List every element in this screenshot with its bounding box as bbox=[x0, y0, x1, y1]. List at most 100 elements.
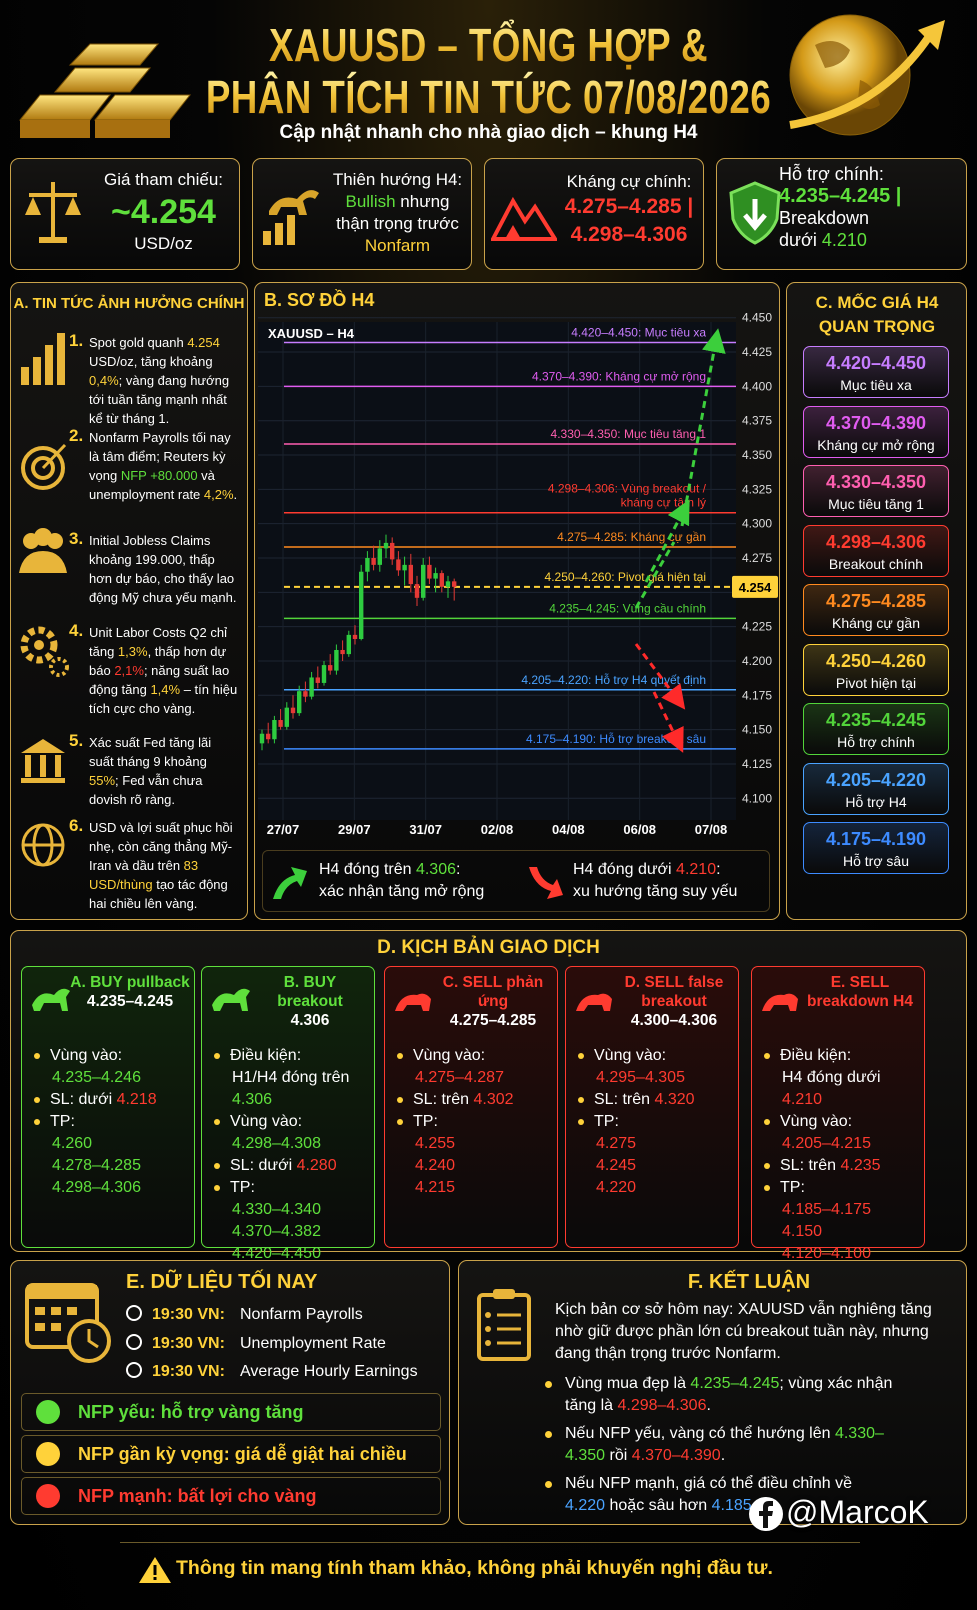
text-segment: C. SELL phản ứng bbox=[442, 974, 544, 1010]
candle-body bbox=[427, 564, 432, 579]
text-segment: 4.370–4.382 bbox=[232, 1223, 321, 1240]
text-segment: rồi bbox=[605, 1447, 632, 1464]
schedule-event: Nonfarm Payrolls bbox=[240, 1306, 363, 1323]
scenario-item: TP: 4.255 4.240 4.215 bbox=[397, 1111, 553, 1199]
candle-body bbox=[359, 571, 364, 640]
news-text: Xác suất Fed tăng lãi suất tháng 9 khoản… bbox=[89, 733, 239, 809]
text-segment: 4.220 bbox=[596, 1179, 637, 1196]
text-segment: 4.240 bbox=[415, 1157, 456, 1174]
text-segment: 4.150 bbox=[782, 1223, 823, 1240]
text-segment: 1,3% bbox=[117, 644, 148, 659]
scenario-item: Vùng vào: 4.295–4.305 bbox=[578, 1045, 734, 1089]
text-segment: 4,2% bbox=[203, 487, 234, 502]
text-segment: thận trọng trước bbox=[336, 214, 459, 233]
scenario-item: SL: trên 4.320 bbox=[578, 1089, 734, 1111]
text-segment: Thiên hướng H4: bbox=[332, 170, 463, 189]
level-label: Hỗ trợ H4 bbox=[845, 793, 907, 810]
text-segment: 4.260 bbox=[52, 1135, 93, 1152]
text-segment: Vùng vào: bbox=[50, 1047, 123, 1064]
item-sub: 4.245 bbox=[594, 1155, 734, 1177]
candle-body bbox=[414, 584, 420, 598]
item-sub: 4.215 bbox=[413, 1177, 553, 1199]
text-segment: 4.306 bbox=[232, 1091, 273, 1108]
conclusion-bullet: Vùng mua đẹp là 4.235–4.245; vùng xác nh… bbox=[543, 1373, 893, 1417]
text-segment: 4.298–4.306 bbox=[617, 1397, 707, 1414]
level-label: 4.250–4.260: Pivot giá hiện tại bbox=[545, 570, 706, 584]
text-segment: 4.306 bbox=[290, 1012, 330, 1029]
section-title: C. MỐC GIÁ H4 QUAN TRỌNG bbox=[815, 293, 939, 336]
text-segment: ; năng suất lao động tăng bbox=[89, 663, 230, 697]
level-box: 4.330–4.350 Mục tiêu tăng 1 bbox=[803, 465, 949, 517]
text-segment: TP: bbox=[230, 1179, 255, 1196]
text-line: 4.275–4.285 bbox=[433, 1011, 553, 1030]
chart: 4.420–4.450: Mục tiêu xa 4.370–4.390: Khá… bbox=[258, 289, 778, 837]
disclaimer: Thông tin mang tính tham khảo, không phả… bbox=[176, 1557, 773, 1579]
y-tick-label: 4.300 bbox=[742, 517, 772, 531]
candle-body bbox=[365, 558, 370, 572]
text-segment: : bbox=[716, 861, 721, 878]
y-tick-label: 4.450 bbox=[742, 311, 772, 325]
level-range: 4.298–4.306 bbox=[825, 531, 927, 552]
projection-arrow bbox=[634, 340, 716, 609]
text-segment: A. BUY pullback bbox=[70, 974, 190, 991]
outcome-text: NFP mạnh: bất lợi cho vàng bbox=[78, 1486, 317, 1506]
text-segment: 4.210 bbox=[782, 1091, 823, 1108]
text-segment: SL: trên bbox=[413, 1091, 474, 1108]
text-line: E. SELL bbox=[800, 973, 920, 992]
candle-body bbox=[352, 634, 358, 640]
section-title: A. TIN TỨC ẢNH HƯỞNG CHÍNH bbox=[13, 295, 245, 312]
summary-card: Kháng cự chính: 4.275–4.285 | 4.298–4.306 bbox=[484, 158, 704, 270]
clock-icon bbox=[126, 1362, 142, 1378]
item-sub: 4.420–4.450 bbox=[230, 1243, 370, 1265]
text-line: A. BUY pullback bbox=[70, 973, 190, 992]
candle-body bbox=[340, 649, 345, 655]
candle-body bbox=[315, 677, 320, 683]
item-head: TP: bbox=[50, 1111, 190, 1133]
scenario-title: B. BUY breakout 4.306 bbox=[250, 973, 370, 1030]
level-label: Mục tiêu tăng 1 bbox=[828, 496, 924, 512]
text-segment: TP: bbox=[780, 1179, 805, 1196]
text-segment: 83 USD/thùng bbox=[89, 858, 199, 892]
candle-body bbox=[439, 573, 444, 587]
level-label: 4.420–4.450: Mục tiêu xa bbox=[571, 325, 706, 339]
scenario-item: TP: 4.330–4.340 4.370–4.382 4.420–4.450 bbox=[214, 1177, 370, 1265]
text-segment: SL: dưới bbox=[50, 1091, 117, 1108]
level-range: 4.370–4.390 bbox=[825, 412, 927, 433]
scenario-item: Vùng vào: 4.275–4.287 bbox=[397, 1045, 553, 1089]
level-box: 4.420–4.450 Mục tiêu xa bbox=[803, 346, 949, 398]
text-segment: TP: bbox=[413, 1113, 438, 1130]
text-segment: 4.330–4.340 bbox=[232, 1201, 321, 1218]
level-box: 4.298–4.306 Breakout chính bbox=[803, 524, 949, 577]
text-line: H4 đóng dưới 4.210: bbox=[573, 859, 737, 881]
text-segment: USD/oz, tăng khoảng bbox=[89, 354, 213, 369]
news-panel: A. TIN TỨC ẢNH HƯỞNG CHÍNH 1. Spot gold q… bbox=[10, 282, 248, 920]
section-title: F. KẾT LUẬN bbox=[687, 1271, 811, 1293]
scenario-body: Điều kiện: H1/H4 đóng trên 4.306 Vùng vào:… bbox=[214, 1045, 370, 1265]
text-line: Kháng cự chính: bbox=[555, 171, 703, 193]
candle-body bbox=[408, 564, 413, 585]
news-text: Unit Labor Costs Q2 chỉ tăng 1,3%, thấp … bbox=[89, 623, 239, 718]
schedule-event: Unemployment Rate bbox=[240, 1334, 386, 1352]
scenario-item: SL: trên 4.235 bbox=[764, 1155, 920, 1177]
item-sub: 4.235–4.246 bbox=[50, 1067, 190, 1089]
text-line: breakdown H4 bbox=[800, 992, 920, 1011]
y-tick-label: 4.350 bbox=[742, 448, 772, 462]
tonight-panel: E. DỮ LIỆU TỐI NAY 19:30 VN: Nonfarm Payr… bbox=[10, 1260, 450, 1525]
level-range: 4.275–4.285 bbox=[825, 591, 927, 611]
candle-body bbox=[390, 542, 395, 560]
text-segment: dưới bbox=[779, 230, 822, 250]
text-segment: 4.235–4.246 bbox=[52, 1069, 141, 1086]
outcome-row: NFP gần kỳ vọng: giá dễ giật hai chiều bbox=[21, 1435, 441, 1473]
item-head: SL: dưới 4.218 bbox=[50, 1089, 190, 1111]
text-segment: Breakdown bbox=[779, 208, 870, 228]
y-tick-label: 4.400 bbox=[742, 379, 772, 393]
text-line: thận trọng trước bbox=[325, 213, 470, 235]
scenario-item: Điều kiện: H4 đóng dưới 4.210 bbox=[764, 1045, 920, 1111]
y-tick-label: 4.125 bbox=[742, 757, 772, 771]
scenario-title: A. BUY pullback 4.235–4.245 bbox=[70, 973, 190, 1011]
item-sub: 4.275–4.287 bbox=[413, 1067, 553, 1089]
item-head: Vùng vào: bbox=[50, 1045, 190, 1067]
scenario-title: D. SELL false breakout 4.300–4.306 bbox=[614, 973, 734, 1030]
chart-title: B. SƠ ĐỒ H4 bbox=[264, 289, 374, 310]
card-text: Hỗ trợ chính: 4.235–4.245 | Breakdown dưới … bbox=[779, 163, 929, 251]
